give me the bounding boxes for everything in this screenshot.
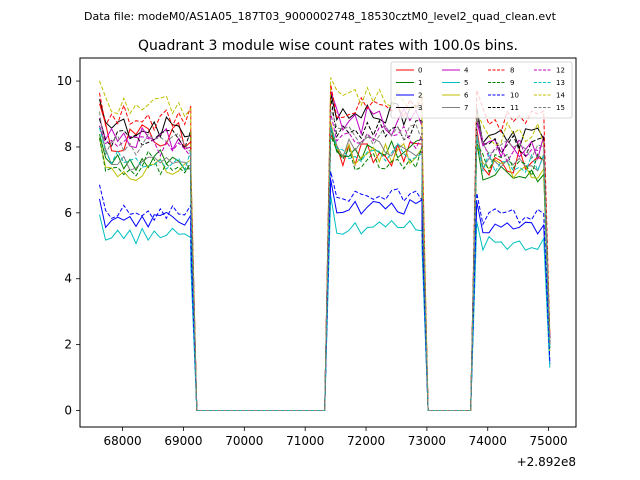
- legend-label-15: 15: [556, 104, 565, 112]
- x-tick-label: 69000: [164, 434, 202, 448]
- legend-label-5: 5: [464, 79, 468, 87]
- data-file-header: Data file: modeM0/AS1A05_187T03_90000027…: [84, 10, 557, 23]
- legend-label-12: 12: [556, 67, 565, 75]
- series-line-10: [99, 171, 551, 411]
- y-tick-label: 2: [64, 338, 72, 352]
- legend-label-8: 8: [510, 67, 514, 75]
- x-tick-label: 75000: [530, 434, 568, 448]
- y-tick-label: 0: [64, 404, 72, 418]
- legend-label-7: 7: [464, 104, 468, 112]
- chart-title: Quadrant 3 module wise count rates with …: [138, 38, 518, 54]
- legend-label-1: 1: [418, 79, 422, 87]
- x-tick-label: 73000: [408, 434, 446, 448]
- legend-label-3: 3: [418, 104, 422, 112]
- plot-frame: [79, 57, 577, 428]
- y-tick-label: 10: [57, 74, 72, 88]
- y-tick-label: 4: [64, 272, 72, 286]
- y-axis: 0 2 4 6 8 10: [57, 74, 80, 418]
- x-tick-label: 74000: [469, 434, 507, 448]
- y-tick-label: 8: [64, 140, 72, 154]
- x-tick-label: 70000: [225, 434, 263, 448]
- series-layer: [99, 77, 551, 411]
- x-tick-label: 72000: [347, 434, 385, 448]
- x-tick-label: 71000: [286, 434, 324, 448]
- series-line-13: [99, 126, 551, 411]
- legend-label-2: 2: [418, 92, 422, 100]
- legend-label-6: 6: [464, 92, 469, 100]
- x-axis: 68000 69000 70000 71000 72000 73000 74000 75000: [104, 427, 568, 448]
- legend-label-13: 13: [556, 79, 565, 87]
- legend-label-14: 14: [556, 92, 565, 100]
- y-tick-label: 6: [64, 206, 72, 220]
- legend-label-11: 11: [510, 104, 519, 112]
- legend-label-10: 10: [510, 92, 519, 100]
- legend-box: [390, 61, 573, 119]
- series-line-15: [99, 107, 551, 411]
- x-tick-label: 68000: [104, 434, 142, 448]
- legend-label-0: 0: [418, 67, 422, 75]
- x-offset-label: +2.892e8: [517, 455, 576, 469]
- legend-label-9: 9: [510, 79, 514, 87]
- legend-label-4: 4: [464, 67, 469, 75]
